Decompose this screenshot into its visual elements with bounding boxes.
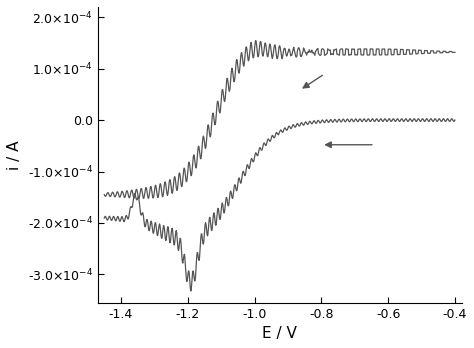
Y-axis label: i / A: i / A <box>7 140 22 169</box>
X-axis label: E / V: E / V <box>262 326 297 341</box>
